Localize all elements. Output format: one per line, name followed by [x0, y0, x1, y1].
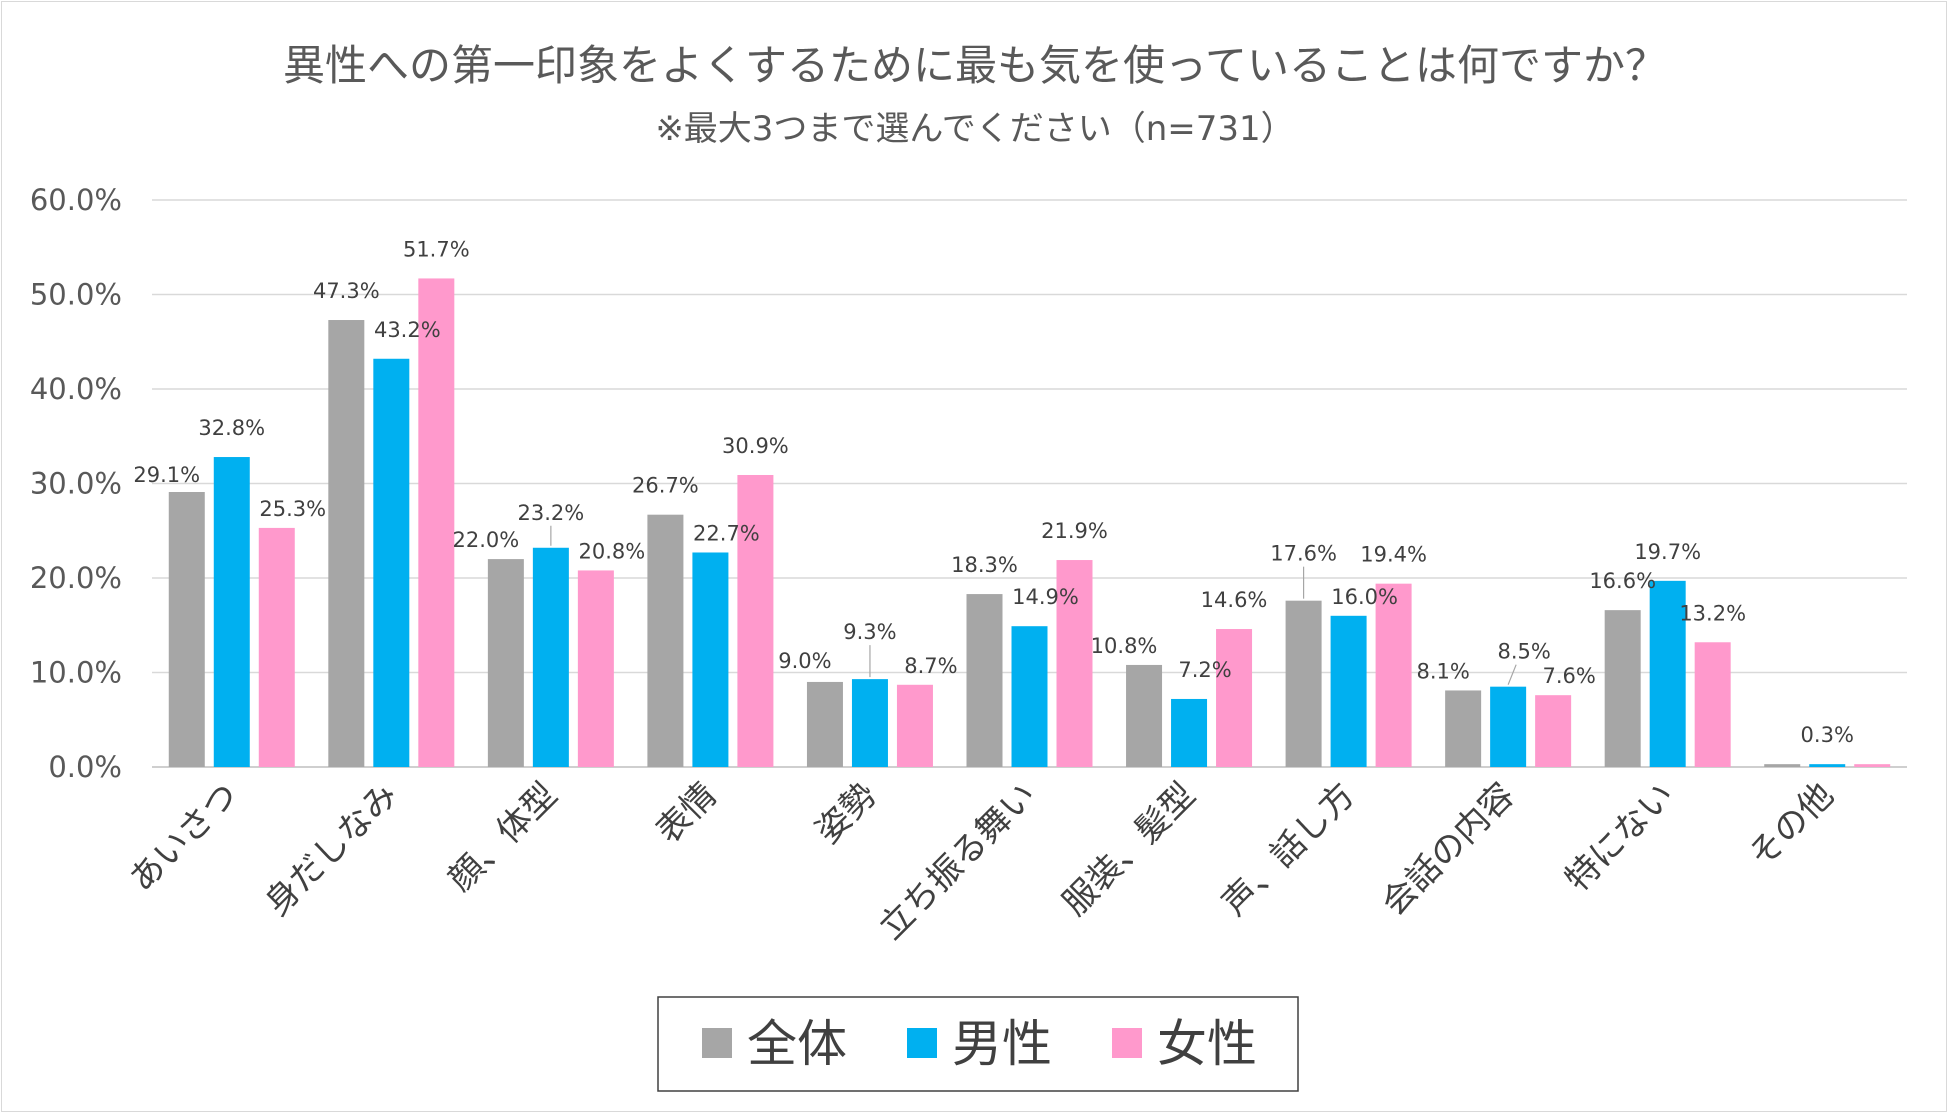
- y-axis-ticks: 0.0% 10.0% 20.0% 30.0% 40.0% 50.0% 60.0%: [30, 183, 122, 784]
- data-label: 10.8%: [1091, 634, 1158, 658]
- data-label: 9.3%: [843, 620, 896, 644]
- data-label: 7.2%: [1178, 658, 1231, 682]
- y-tick-label: 0.0%: [48, 750, 122, 784]
- bar: [851, 679, 888, 767]
- legend-label: 男性: [952, 1015, 1052, 1073]
- bar: [1854, 764, 1891, 767]
- chart-subtitle: ※最大3つまで選んでください（n=731）: [655, 109, 1294, 149]
- legend-box: [657, 996, 1299, 1092]
- bar: [1330, 615, 1367, 767]
- bar: [896, 684, 933, 767]
- x-tick-label: 服装、髪型: [1055, 775, 1203, 923]
- bar: [1764, 764, 1801, 767]
- x-tick-label: あいさつ: [122, 775, 246, 899]
- x-tick-label: 姿勢: [808, 775, 884, 851]
- bar: [1056, 560, 1093, 767]
- legend-swatch: [907, 1028, 937, 1058]
- data-label: 8.1%: [1416, 659, 1469, 683]
- x-tick-label: 表情: [648, 775, 724, 851]
- bar: [1171, 698, 1208, 767]
- legend-label: 全体: [747, 1015, 847, 1073]
- bar: [577, 570, 614, 767]
- bar: [1694, 642, 1731, 767]
- legend-swatch: [1112, 1028, 1142, 1058]
- x-tick-label: 身だしなみ: [257, 775, 405, 923]
- bar: [737, 474, 774, 767]
- x-tick-label: その他: [1741, 775, 1841, 875]
- y-tick-label: 50.0%: [30, 278, 122, 312]
- data-label: 9.0%: [778, 649, 831, 673]
- data-label: 51.7%: [403, 237, 470, 261]
- bar: [806, 681, 843, 767]
- y-tick-label: 20.0%: [30, 561, 122, 595]
- data-label: 26.7%: [632, 474, 699, 498]
- legend: 全体 男性 女性: [657, 996, 1299, 1092]
- data-label: 19.4%: [1360, 543, 1427, 567]
- data-label: 19.7%: [1634, 540, 1701, 564]
- y-tick-label: 30.0%: [30, 467, 122, 501]
- data-label: 32.8%: [198, 416, 265, 440]
- x-tick-label: 立ち振る舞い: [871, 775, 1044, 948]
- bar: [487, 559, 524, 767]
- data-label: 0.3%: [1801, 723, 1854, 747]
- data-label: 13.2%: [1679, 601, 1746, 625]
- data-labels: 29.1% 47.3% 22.0% 26.7% 9.0% 18.3% 10.8% 17.6% 8…: [133, 237, 1853, 747]
- data-label: 8.7%: [904, 654, 957, 678]
- y-tick-label: 10.0%: [30, 656, 122, 690]
- leader-line: [1507, 664, 1517, 685]
- data-label: 29.1%: [133, 463, 200, 487]
- bar: [647, 514, 684, 767]
- data-label: 16.6%: [1589, 569, 1656, 593]
- y-tick-label: 40.0%: [30, 372, 122, 406]
- x-tick-label: 会話の内容: [1374, 775, 1522, 923]
- bar: [213, 457, 250, 767]
- data-label: 43.2%: [374, 318, 441, 342]
- chart-title: 異性への第一印象をよくするために最も気を使っていることは何ですか？: [283, 41, 1667, 90]
- data-label: 17.6%: [1270, 542, 1337, 566]
- bar: [692, 552, 729, 767]
- bars: [168, 278, 1891, 767]
- data-label: 20.8%: [579, 539, 646, 563]
- bar: [168, 492, 205, 767]
- data-label: 30.9%: [722, 434, 789, 458]
- bar: [532, 547, 569, 767]
- legend-label: 女性: [1157, 1015, 1257, 1073]
- y-tick-label: 60.0%: [30, 183, 122, 217]
- data-label: 8.5%: [1497, 640, 1550, 664]
- data-label: 22.0%: [453, 528, 520, 552]
- data-label: 18.3%: [951, 553, 1018, 577]
- x-tick-label: 顔、体型: [441, 775, 565, 899]
- data-label: 22.7%: [693, 521, 760, 545]
- bar: [258, 527, 295, 767]
- bar: [1490, 686, 1527, 767]
- bar: [328, 320, 365, 767]
- bar: [418, 278, 455, 767]
- bar: [373, 358, 410, 767]
- bar: [966, 594, 1003, 767]
- bar: [1375, 583, 1412, 767]
- bar: [1445, 690, 1482, 767]
- bar: [1126, 664, 1163, 767]
- bar: [1604, 610, 1641, 767]
- data-label: 23.2%: [518, 501, 585, 525]
- data-label: 14.6%: [1201, 588, 1268, 612]
- bar: [1809, 764, 1846, 767]
- x-tick-label: 声、話し方: [1214, 775, 1362, 923]
- data-label: 47.3%: [313, 279, 380, 303]
- bar: [1535, 695, 1572, 767]
- bar: [1649, 580, 1686, 767]
- bar: [1216, 629, 1253, 767]
- data-label: 25.3%: [259, 497, 326, 521]
- bar: [1285, 600, 1322, 767]
- legend-swatch: [702, 1028, 732, 1058]
- data-label: 21.9%: [1041, 519, 1108, 543]
- data-label: 7.6%: [1542, 664, 1595, 688]
- data-label: 14.9%: [1012, 585, 1079, 609]
- data-label: 16.0%: [1331, 585, 1398, 609]
- x-tick-label: 特にない: [1558, 775, 1682, 899]
- bar: [1011, 626, 1048, 767]
